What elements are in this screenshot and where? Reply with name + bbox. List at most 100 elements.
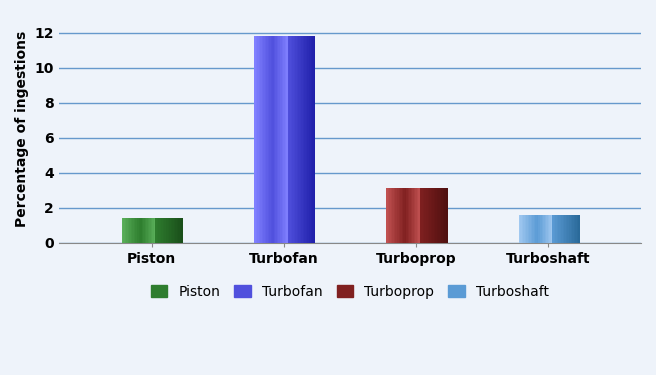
Bar — [409, 188, 411, 243]
Bar — [537, 215, 539, 243]
Bar — [154, 218, 155, 243]
Bar — [522, 215, 523, 243]
Bar — [157, 218, 159, 243]
Bar — [165, 218, 166, 243]
Bar — [137, 218, 139, 243]
Bar — [560, 215, 562, 243]
Bar — [151, 218, 152, 243]
Bar — [440, 188, 441, 243]
Bar — [295, 36, 297, 243]
Bar — [550, 215, 552, 243]
Bar — [429, 188, 431, 243]
Bar — [554, 215, 556, 243]
Bar — [308, 36, 309, 243]
Bar — [272, 36, 274, 243]
Bar — [167, 218, 169, 243]
Bar — [573, 215, 575, 243]
Bar — [408, 188, 409, 243]
Bar — [166, 218, 168, 243]
Y-axis label: Percentage of ingestions: Percentage of ingestions — [15, 31, 29, 227]
Bar — [278, 36, 280, 243]
Bar — [396, 188, 398, 243]
Bar — [557, 215, 558, 243]
Bar — [572, 215, 574, 243]
Bar — [424, 188, 426, 243]
Bar — [266, 36, 268, 243]
Bar — [571, 215, 572, 243]
Bar — [525, 215, 527, 243]
Bar — [285, 36, 286, 243]
Bar — [412, 188, 414, 243]
Bar — [386, 188, 388, 243]
Bar — [432, 188, 434, 243]
Bar — [175, 218, 177, 243]
Bar — [401, 188, 403, 243]
Bar — [163, 218, 165, 243]
Bar — [260, 36, 262, 243]
Bar — [176, 218, 178, 243]
Bar — [446, 188, 447, 243]
Bar — [394, 188, 396, 243]
Bar — [287, 36, 289, 243]
Bar — [181, 218, 183, 243]
Bar — [161, 218, 163, 243]
Bar — [420, 188, 422, 243]
Bar — [391, 188, 393, 243]
Bar — [523, 215, 525, 243]
Bar — [281, 36, 283, 243]
Bar — [406, 188, 408, 243]
Bar — [437, 188, 438, 243]
Bar — [298, 36, 300, 243]
Bar — [435, 188, 437, 243]
Bar — [567, 215, 569, 243]
Bar — [552, 215, 554, 243]
Bar — [569, 215, 571, 243]
Bar — [417, 188, 419, 243]
Bar — [441, 188, 443, 243]
Bar — [566, 215, 567, 243]
Bar — [533, 215, 534, 243]
Bar — [535, 215, 537, 243]
Bar — [390, 188, 391, 243]
Bar — [438, 188, 440, 243]
Legend: Piston, Turbofan, Turboprop, Turboshaft: Piston, Turbofan, Turboprop, Turboshaft — [145, 279, 555, 304]
Bar — [127, 218, 128, 243]
Bar — [254, 36, 256, 243]
Bar — [575, 215, 577, 243]
Bar — [400, 188, 402, 243]
Bar — [531, 215, 533, 243]
Bar — [430, 188, 432, 243]
Bar — [172, 218, 174, 243]
Bar — [268, 36, 270, 243]
Bar — [309, 36, 311, 243]
Bar — [434, 188, 436, 243]
Bar — [415, 188, 417, 243]
Bar — [158, 218, 160, 243]
Bar — [388, 188, 390, 243]
Bar — [526, 215, 528, 243]
Bar — [131, 218, 133, 243]
Bar — [562, 215, 563, 243]
Bar — [276, 36, 277, 243]
Bar — [544, 215, 546, 243]
Bar — [558, 215, 560, 243]
Bar — [399, 188, 400, 243]
Bar — [129, 218, 131, 243]
Bar — [578, 215, 580, 243]
Bar — [419, 188, 420, 243]
Bar — [169, 218, 171, 243]
Bar — [539, 215, 541, 243]
Bar — [274, 36, 276, 243]
Bar — [548, 215, 549, 243]
Bar — [301, 36, 303, 243]
Bar — [310, 36, 312, 243]
Bar — [534, 215, 536, 243]
Bar — [549, 215, 551, 243]
Bar — [122, 218, 123, 243]
Bar — [405, 188, 407, 243]
Bar — [423, 188, 424, 243]
Bar — [294, 36, 295, 243]
Bar — [128, 218, 130, 243]
Bar — [563, 215, 565, 243]
Bar — [270, 36, 271, 243]
